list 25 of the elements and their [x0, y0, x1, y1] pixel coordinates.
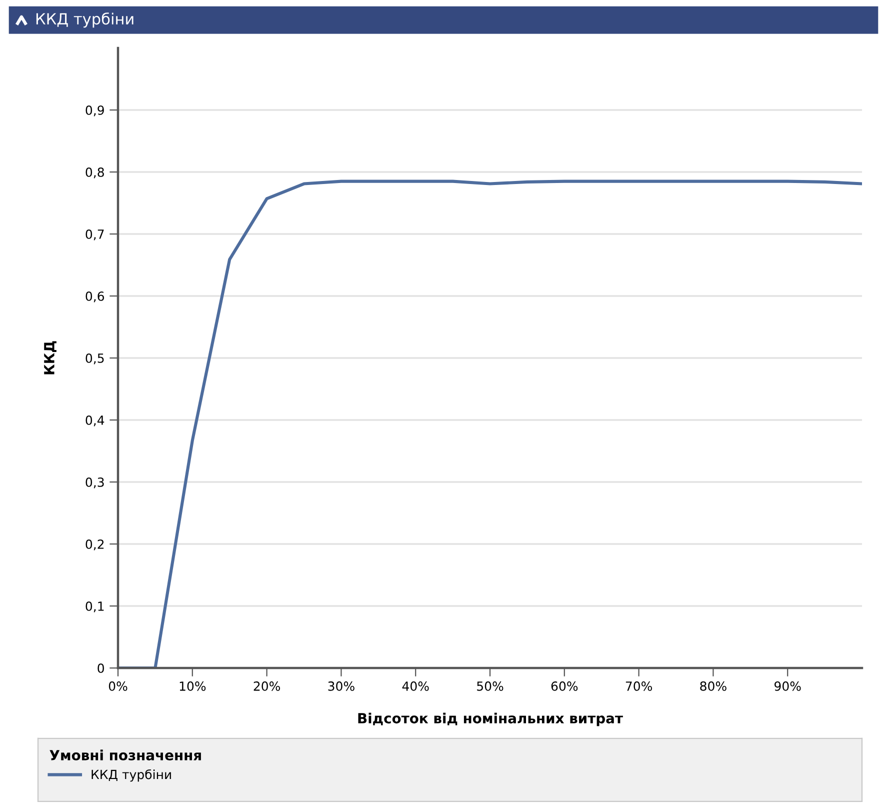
chart-title: ККД турбіни — [36, 12, 134, 28]
x-tick-label: 80% — [700, 681, 726, 691]
y-tick-label: 0,1 — [86, 601, 104, 612]
y-tick-label: 0,4 — [86, 415, 104, 426]
x-tick-label: 60% — [551, 681, 578, 691]
x-tick-label: 70% — [626, 681, 652, 691]
legend-label: ККД турбіни — [92, 769, 171, 782]
x-tick-label: 0% — [108, 681, 128, 691]
x-tick-label: 40% — [402, 681, 429, 691]
y-tick-label: 0,7 — [86, 229, 104, 240]
y-tick-label: 0,8 — [86, 167, 104, 178]
legend-title: Умовні позначення — [50, 750, 201, 760]
x-tick-label: 50% — [477, 681, 504, 691]
y-tick-label: 0,5 — [86, 353, 104, 364]
y-tick-label: 0,2 — [86, 539, 104, 550]
x-tick-label: 30% — [328, 681, 354, 691]
y-tick-label: 0,9 — [86, 105, 104, 116]
x-axis-title: Відсоток від номінальних витрат — [358, 712, 623, 726]
x-tick-label: 90% — [774, 681, 801, 691]
y-tick-label: 0,3 — [86, 477, 104, 488]
y-tick-label: 0,6 — [86, 291, 104, 302]
x-tick-label: 10% — [180, 681, 206, 691]
y-axis-title: ККД — [44, 341, 56, 374]
y-tick-label: 0 — [98, 663, 104, 673]
x-tick-label: 20% — [254, 681, 280, 691]
